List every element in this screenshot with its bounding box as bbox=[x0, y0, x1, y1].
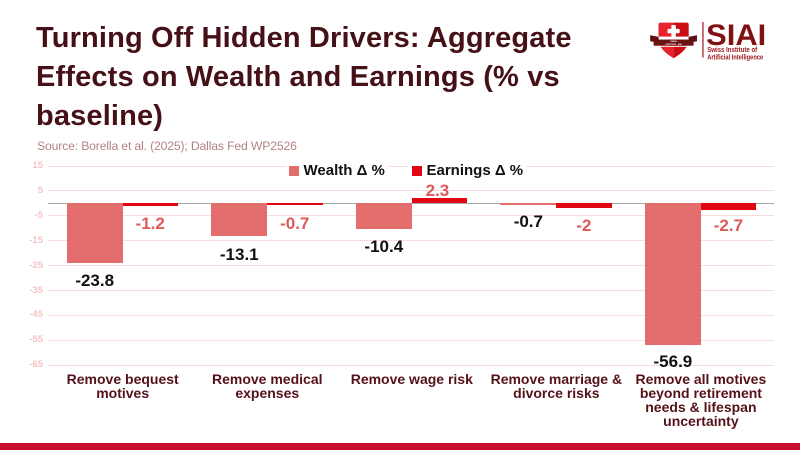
svg-text:Swiss Institute of: Swiss Institute of bbox=[707, 47, 758, 54]
svg-text:INSTITUTE · SIAI: INSTITUTE · SIAI bbox=[666, 43, 682, 46]
svg-text:SWISS: SWISS bbox=[670, 41, 677, 43]
svg-text:SIAI: SIAI bbox=[706, 19, 766, 52]
svg-text:Artificial Intelligence: Artificial Intelligence bbox=[707, 55, 763, 62]
